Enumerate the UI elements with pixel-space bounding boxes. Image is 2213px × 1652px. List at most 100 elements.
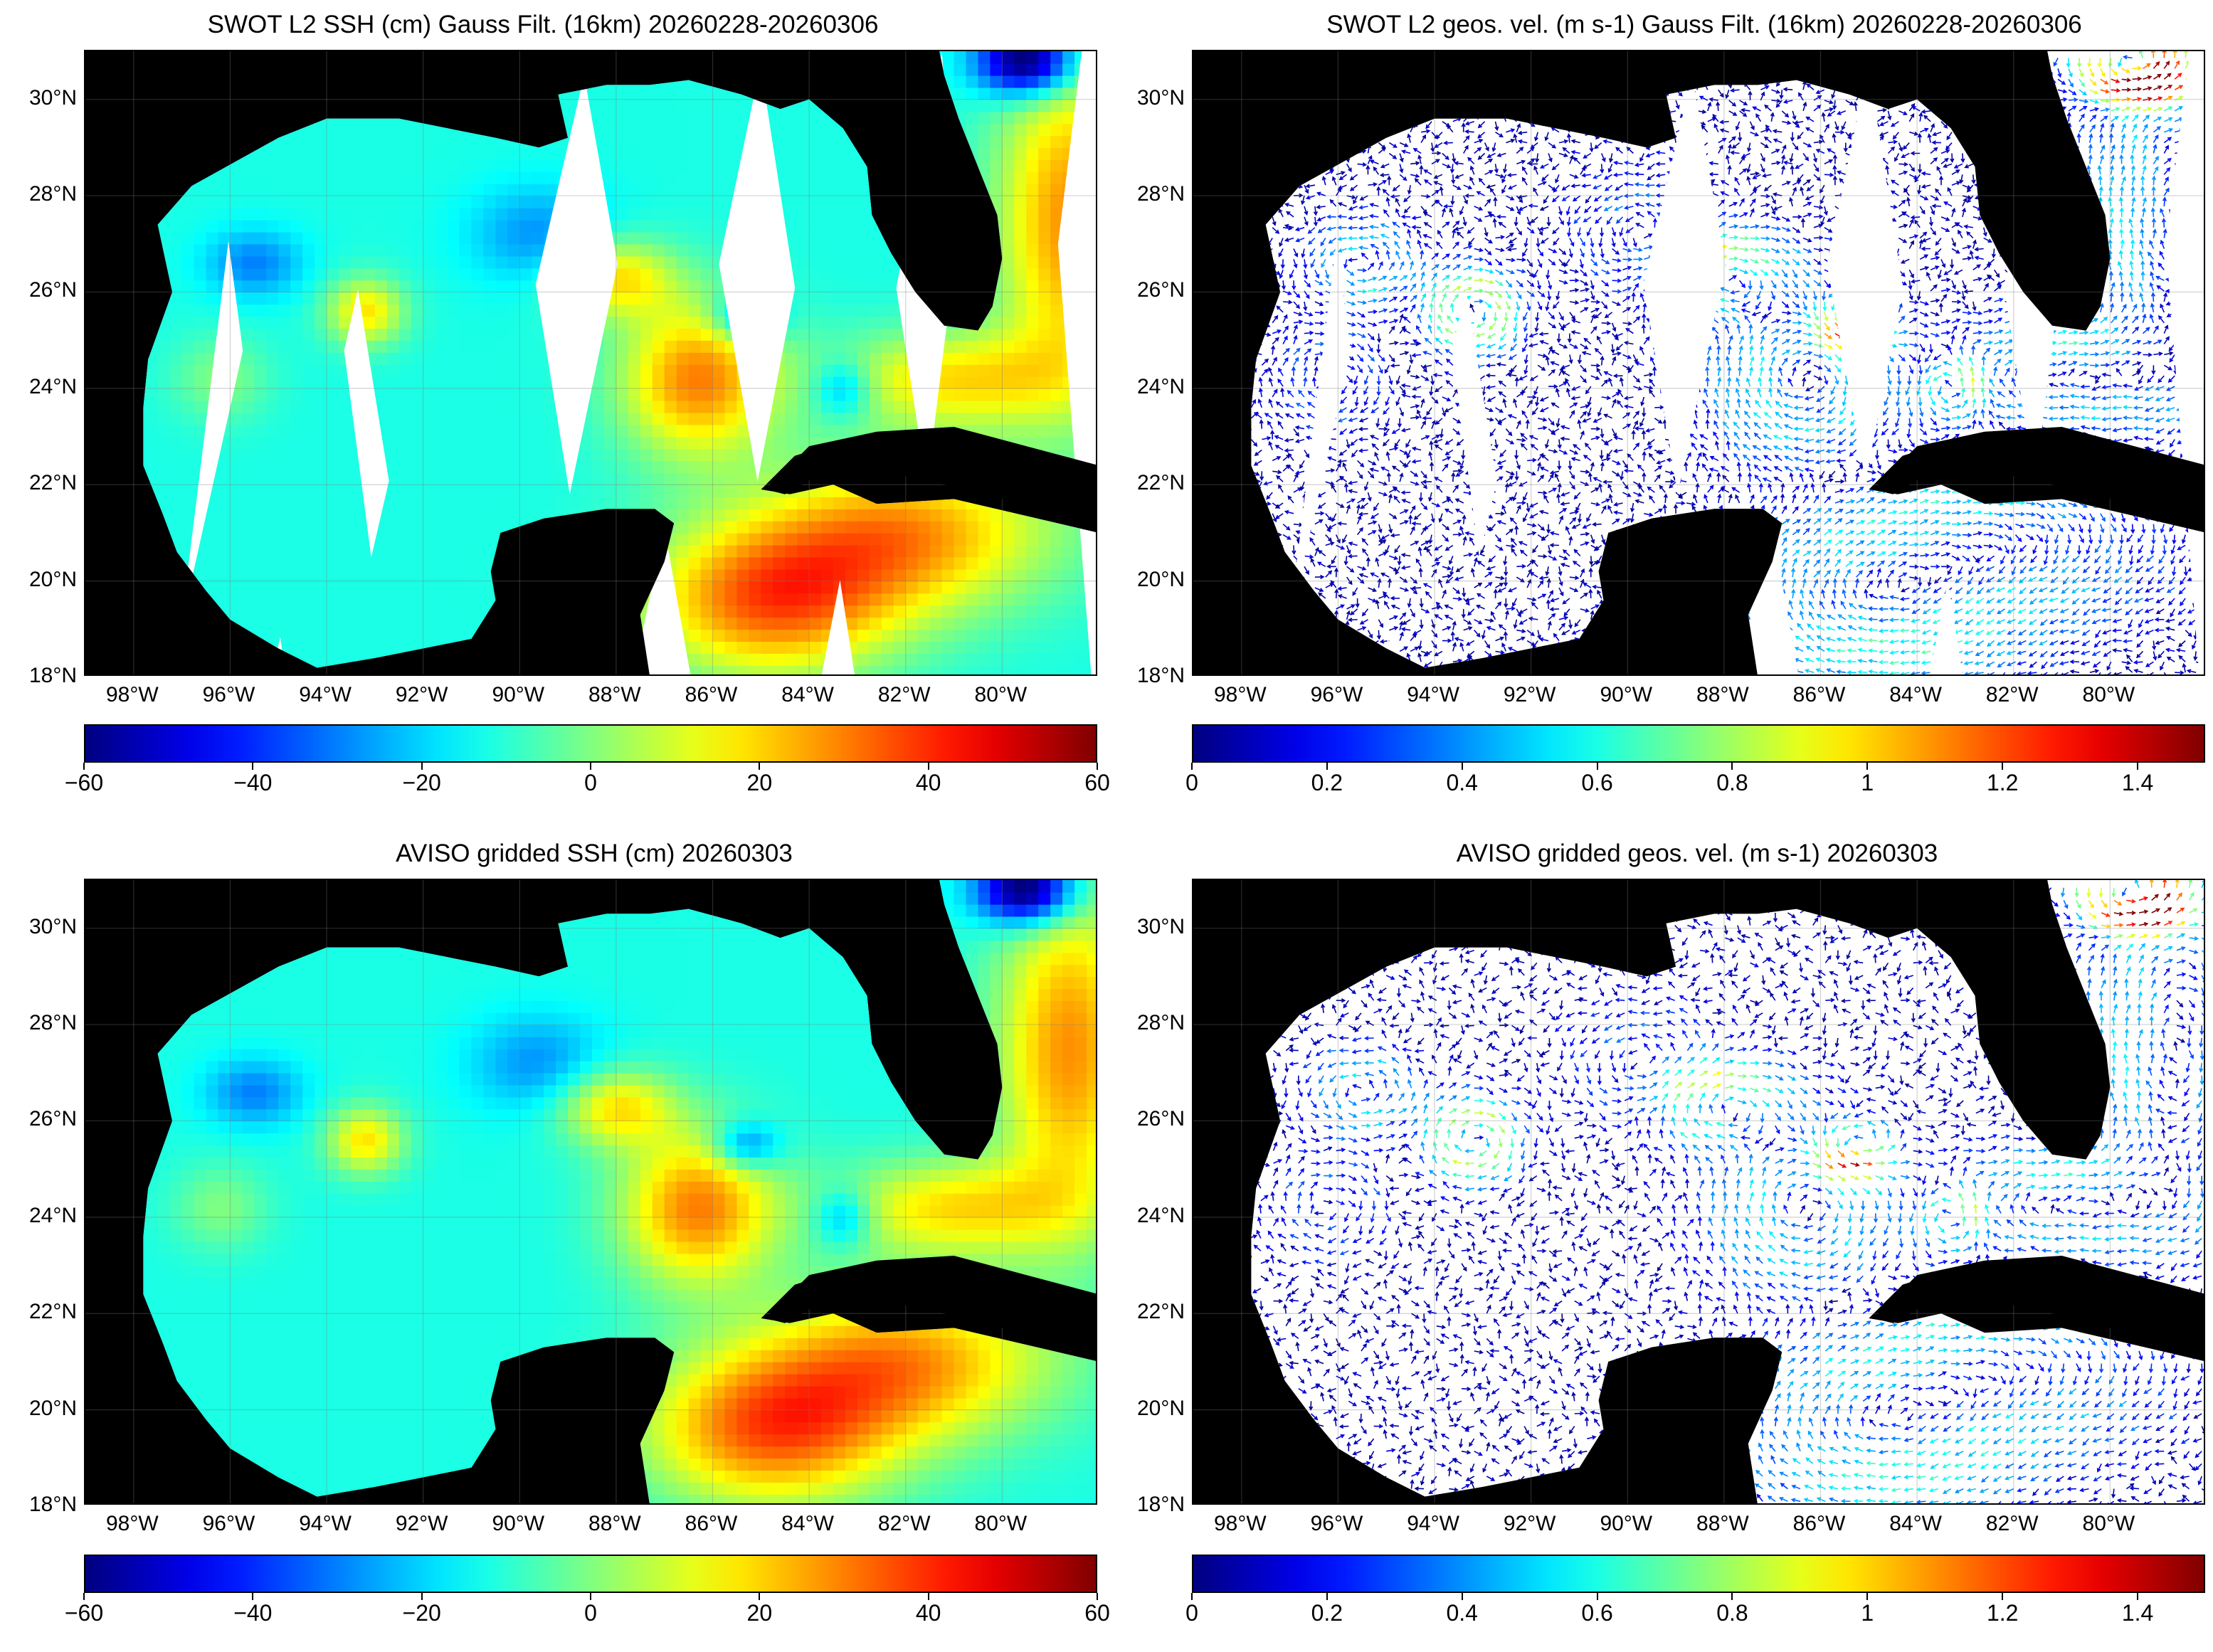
map-canvas (85, 880, 1096, 1503)
colorbar (84, 1555, 1097, 1593)
lon-tick-label: 84°W (1889, 1512, 1942, 1535)
map-frame (84, 879, 1097, 1505)
colorbar-tick-mark (2002, 1593, 2004, 1600)
lon-tick-label: 84°W (781, 683, 834, 706)
colorbar-tick-mark (252, 1593, 254, 1600)
lat-tick-label: 24°N (1136, 374, 1185, 398)
lon-tick-label: 94°W (299, 683, 352, 706)
colorbar-tick-mark (1097, 1593, 1098, 1600)
lon-tick-label: 88°W (588, 1512, 641, 1535)
colorbar-tick-label: 1.4 (2121, 1600, 2154, 1626)
lon-tick-label: 98°W (1213, 1512, 1267, 1535)
lon-tick-label: 96°W (202, 1512, 255, 1535)
colorbar-tick-label: 1 (1861, 770, 1874, 795)
colorbar-tick-label: 60 (1084, 1600, 1110, 1626)
colorbar-tick-label: 1 (1861, 1600, 1874, 1626)
colorbar-tick-mark (421, 1593, 423, 1600)
map-canvas (1193, 51, 2204, 674)
colorbar-tick-mark (1866, 1593, 1869, 1600)
lat-tick-label: 24°N (28, 1203, 77, 1227)
lat-tick-label: 30°N (1136, 85, 1185, 110)
colorbar-tick-mark (1191, 763, 1193, 770)
lat-tick-label: 20°N (28, 1396, 77, 1420)
colorbar-tick-mark (590, 763, 591, 770)
colorbar-tick-label: 20 (746, 1600, 773, 1626)
lon-tick-label: 90°W (492, 1512, 545, 1535)
lat-tick-label: 30°N (28, 914, 77, 938)
lon-tick-label: 92°W (395, 1512, 448, 1535)
colorbar-tick-label: 0.4 (1446, 1600, 1478, 1626)
lat-tick-label: 28°N (1136, 182, 1185, 206)
colorbar-tick-label: 40 (915, 770, 941, 795)
lat-tick-label: 26°N (28, 1107, 77, 1131)
colorbar-tick-mark (1731, 1593, 1733, 1600)
lat-tick-label: 24°N (1136, 1203, 1185, 1227)
lat-tick-label: 18°N (1136, 1493, 1185, 1516)
colorbar-tick-label: 0.4 (1446, 770, 1478, 795)
lon-tick-label: 84°W (1889, 683, 1942, 706)
lon-tick-label: 94°W (1407, 1512, 1459, 1535)
colorbar-tick-mark (2137, 763, 2139, 770)
colorbar-tick-mark (421, 763, 423, 770)
lon-tick-label: 84°W (781, 1512, 834, 1535)
colorbar-tick-mark (1461, 763, 1463, 770)
colorbar-tick-label: 60 (1084, 770, 1110, 795)
map-canvas (1193, 880, 2204, 1503)
lon-tick-label: 92°W (395, 683, 448, 706)
colorbar-tick-mark (1731, 763, 1733, 770)
colorbar-tick-label: 0 (1185, 1600, 1198, 1626)
colorbar-tick-mark (1326, 763, 1328, 770)
colorbar-tick-mark (2002, 763, 2004, 770)
lon-tick-label: 88°W (1696, 683, 1749, 706)
lon-tick-label: 98°W (105, 683, 159, 706)
panel-title: SWOT L2 SSH (cm) Gauss Filt. (16km) 2026… (207, 11, 879, 38)
lon-tick-label: 88°W (588, 683, 641, 706)
lon-tick-label: 82°W (877, 1512, 931, 1535)
colorbar-tick-label: −60 (64, 770, 104, 795)
colorbar-tick-label: −40 (233, 1600, 273, 1626)
map-canvas (85, 51, 1096, 674)
colorbar-tick-mark (1596, 1593, 1598, 1600)
lon-tick-label: 80°W (2082, 683, 2135, 706)
lat-tick-label: 24°N (28, 374, 77, 398)
lon-tick-label: 90°W (1600, 683, 1653, 706)
colorbar-tick-mark (1866, 763, 1869, 770)
lon-tick-label: 88°W (1696, 1512, 1749, 1535)
lat-tick-label: 22°N (28, 471, 77, 495)
colorbar-tick-label: 20 (746, 770, 773, 795)
cuba-land (766, 1256, 1096, 1333)
colorbar-tick-label: 0 (584, 770, 597, 795)
colorbar-tick-label: 1.2 (1986, 1600, 2019, 1626)
colorbar-tick-label: 0.2 (1311, 1600, 1343, 1626)
lon-tick-label: 90°W (1600, 1512, 1653, 1535)
lat-tick-label: 18°N (28, 1493, 77, 1516)
lon-tick-label: 80°W (974, 1512, 1028, 1535)
map-frame (1192, 50, 2205, 676)
colorbar-tick-mark (759, 1593, 761, 1600)
lat-tick-label: 28°N (1136, 1011, 1185, 1035)
colorbar-tick-label: 0.6 (1581, 1600, 1613, 1626)
lat-tick-label: 28°N (28, 182, 77, 206)
graticule (85, 880, 1096, 1503)
colorbar-tick-label: 0.2 (1311, 770, 1343, 795)
lat-tick-label: 22°N (28, 1300, 77, 1324)
graticule (1193, 51, 2204, 674)
lon-tick-label: 82°W (1985, 1512, 2039, 1535)
lon-tick-label: 86°W (1792, 683, 1846, 706)
lon-tick-label: 80°W (2082, 1512, 2135, 1535)
colorbar-tick-mark (1097, 763, 1098, 770)
colorbar-tick-mark (590, 1593, 591, 1600)
lon-tick-label: 94°W (299, 1512, 352, 1535)
panel-title: AVISO gridded SSH (cm) 20260303 (396, 840, 793, 867)
lon-tick-label: 92°W (1503, 683, 1556, 706)
lat-tick-label: 20°N (1136, 567, 1185, 591)
lat-tick-label: 20°N (1136, 1396, 1185, 1420)
lat-tick-label: 26°N (1136, 1107, 1185, 1131)
lon-tick-label: 86°W (685, 1512, 738, 1535)
colorbar (1192, 1555, 2205, 1593)
colorbar-tick-label: −40 (233, 770, 273, 795)
colorbar-tick-label: −20 (402, 1600, 441, 1626)
ocean-area (1251, 51, 2204, 674)
lat-tick-label: 18°N (28, 664, 77, 687)
colorbar-tick-mark (927, 763, 929, 770)
